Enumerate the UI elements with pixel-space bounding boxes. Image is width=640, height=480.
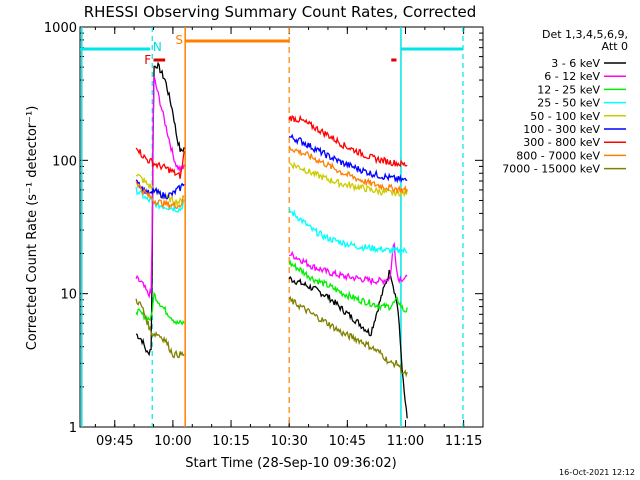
legend-header-line1: Det 1,3,4,5,6,9,: [542, 28, 628, 41]
series-line-7: [135, 180, 185, 211]
series-line-8: [288, 295, 408, 378]
y-tick-label: 1000: [44, 21, 77, 36]
chart-title: RHESSI Observing Summary Count Rates, Co…: [84, 3, 477, 21]
x-tick-label: 10:15: [212, 434, 249, 449]
series-line-5: [135, 179, 185, 200]
legend-label-4: 50 - 100 keV: [530, 110, 600, 123]
series-line-3: [288, 207, 408, 256]
series-line-0: [135, 61, 185, 357]
y-tick-label: 1: [69, 421, 77, 436]
x-tick-label: 10:30: [270, 434, 307, 449]
legend-label-1: 6 - 12 keV: [544, 70, 600, 83]
series-line-6: [135, 147, 185, 179]
plot-area: 09:45 10:00 10:15 10:30 10:45 11:00 11:15 1 10 10…: [44, 21, 484, 449]
series-line-2: [288, 259, 408, 313]
series-line-0: [288, 269, 408, 419]
plot-frame: [79, 26, 484, 428]
series-line-1: [288, 241, 408, 286]
series-line-7: [288, 145, 408, 195]
flag-label: F: [144, 53, 151, 67]
y-tick-label: 10: [60, 288, 77, 303]
x-tick-label: 11:00: [387, 434, 424, 449]
x-tick-label: 10:00: [154, 434, 191, 449]
y-tick-label: 100: [52, 154, 77, 169]
series-line-1: [135, 76, 185, 299]
flag-label: N: [153, 40, 162, 54]
generation-date: 16-Oct-2021 12:12: [559, 468, 635, 477]
series-line-5: [288, 133, 408, 184]
x-axis-label: Start Time (28-Sep-10 09:36:02): [185, 456, 396, 471]
series-line-4: [288, 161, 408, 198]
y-axis-label: Corrected Count Rate (s⁻¹ detector⁻¹): [25, 106, 40, 351]
series-line-8: [135, 298, 185, 359]
series-line-3: [135, 186, 185, 213]
series-line-6: [288, 114, 408, 168]
flag-label: S: [175, 33, 183, 47]
series-line-2: [135, 291, 185, 326]
legend-label-5: 100 - 300 keV: [523, 123, 600, 136]
legend-label-0: 3 - 6 keV: [551, 57, 600, 70]
legend-label-3: 25 - 50 keV: [537, 97, 600, 110]
x-tick-label: 11:15: [445, 434, 482, 449]
legend-label-7: 800 - 7000 keV: [516, 149, 600, 162]
x-tick-label: 10:45: [329, 434, 366, 449]
legend-label-6: 300 - 800 keV: [523, 136, 600, 149]
x-tick-label: 09:45: [96, 434, 133, 449]
legend-label-8: 7000 - 15000 keV: [502, 163, 600, 176]
legend-label-2: 12 - 25 keV: [537, 83, 600, 96]
legend-header-line2: Att 0: [602, 40, 628, 53]
